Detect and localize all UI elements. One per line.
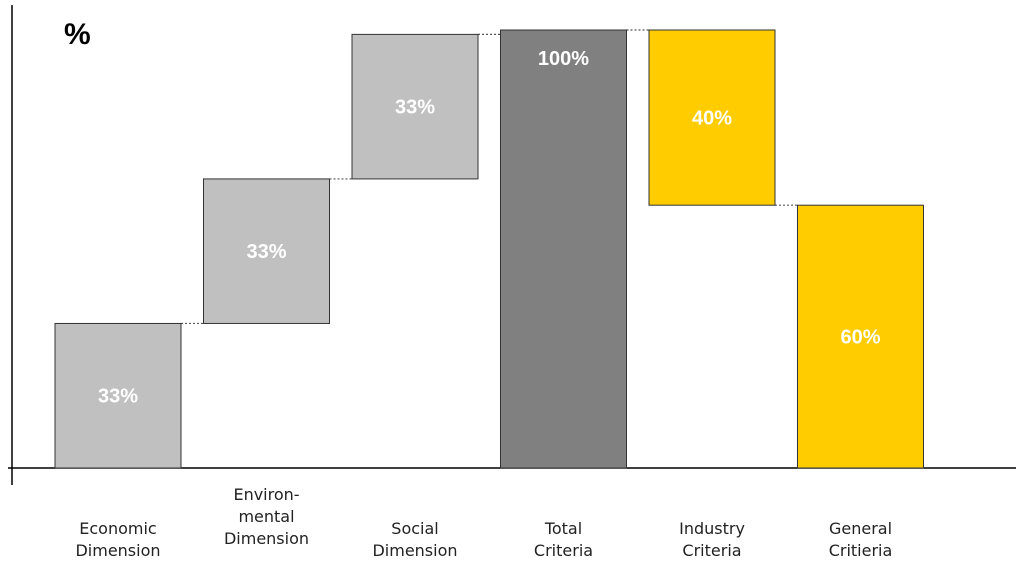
category-label: General bbox=[829, 519, 892, 538]
category-label: Dimension bbox=[372, 541, 457, 560]
category-label: Criteria bbox=[534, 541, 593, 560]
bar bbox=[54, 322, 182, 469]
category-labels: Economic Dimension Environ-mental Dimension… bbox=[75, 485, 892, 560]
bar bbox=[351, 33, 479, 180]
bar-value-label: 60% bbox=[840, 327, 880, 349]
category-label: Industry bbox=[679, 519, 745, 538]
category-label: Social bbox=[391, 519, 438, 538]
category-label: Criteria bbox=[682, 541, 741, 560]
category-label: Environ- bbox=[233, 485, 299, 504]
bar-value-label: 33% bbox=[246, 241, 286, 263]
bar bbox=[500, 29, 627, 469]
category-label: Economic bbox=[79, 519, 156, 538]
bar bbox=[797, 204, 924, 469]
bar bbox=[648, 29, 776, 206]
category-label: mental bbox=[238, 507, 294, 526]
bar-value-label: 100% bbox=[538, 48, 589, 70]
category-label: Critieria bbox=[829, 541, 893, 560]
bars-group: 33% 33% 33% 100% 40% 60% bbox=[54, 29, 924, 469]
bar-value-label: 40% bbox=[692, 108, 732, 130]
category-label: Total bbox=[544, 519, 582, 538]
y-unit-label: % bbox=[64, 18, 91, 51]
category-label: Dimension bbox=[75, 541, 160, 560]
bar-value-label: 33% bbox=[98, 386, 138, 408]
bar bbox=[203, 178, 330, 324]
bar-value-label: 33% bbox=[395, 97, 435, 119]
category-label: Dimension bbox=[224, 529, 309, 548]
